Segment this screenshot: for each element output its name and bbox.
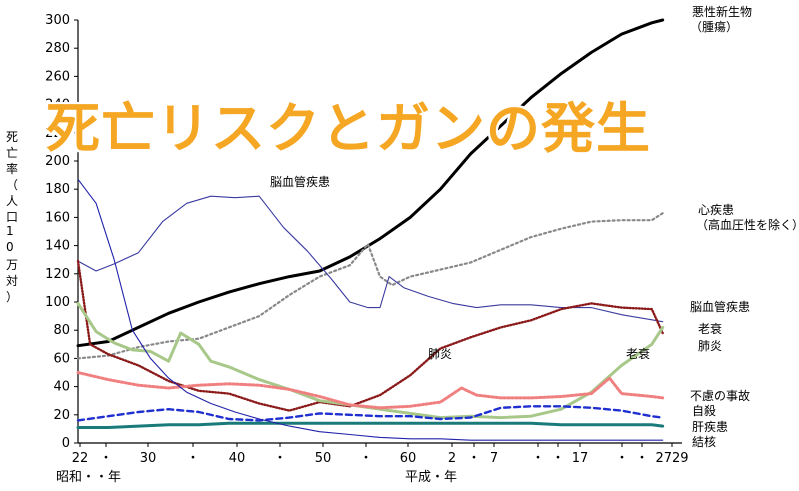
y-tick-label: 280 xyxy=(45,41,70,56)
x-tick-label: ・ xyxy=(551,451,564,466)
era-label-heisei: 平成・年 xyxy=(405,470,458,485)
series-label: 肝疾患 xyxy=(692,419,728,434)
series-label: 脳血管疾患 xyxy=(690,299,750,314)
series-label: （腫瘍） xyxy=(690,19,738,34)
y-axis-label-char: 人 xyxy=(6,194,19,208)
x-tick-label: 2 xyxy=(448,451,456,466)
x-tick-label: 50 xyxy=(315,451,332,466)
banner-title: 死亡リスクとガンの発生 xyxy=(46,97,651,160)
y-tick-label: 180 xyxy=(45,182,70,197)
x-tick-label: ・ xyxy=(99,451,112,466)
series-line-4 xyxy=(76,301,665,420)
era-label-showa: 昭和・・年 xyxy=(56,470,122,485)
y-axis-label-char: ） xyxy=(6,290,19,304)
x-tick-label: 60 xyxy=(400,451,417,466)
y-tick-label: 120 xyxy=(45,267,70,282)
y-axis-label-char: 死 xyxy=(6,130,19,144)
y-tick-label: 40 xyxy=(53,380,70,395)
series-label: 結核 xyxy=(692,435,716,449)
y-tick-label: 200 xyxy=(45,154,70,169)
annotation-label: 肺炎 xyxy=(428,347,452,361)
series-line-1 xyxy=(76,212,664,360)
y-tick-label: 160 xyxy=(45,210,70,225)
annotation-label: 脳血管疾患 xyxy=(270,174,330,189)
y-tick-label: 140 xyxy=(45,239,70,254)
series-label: 老衰 xyxy=(698,321,722,336)
y-tick-label: 300 xyxy=(45,13,70,28)
series-label: 不慮の事故 xyxy=(690,388,750,403)
y-tick-label: 60 xyxy=(53,351,70,366)
y-axis-label-char: 口 xyxy=(6,210,19,224)
y-tick-label: 240 xyxy=(45,98,70,113)
x-tick-label: 22 xyxy=(72,451,89,466)
series-line-7 xyxy=(76,421,665,429)
x-tick-label: ・ xyxy=(359,451,372,466)
series-line-0 xyxy=(76,18,665,348)
x-tick-label: ・ xyxy=(615,451,628,466)
y-axis-label-char: 1 xyxy=(6,224,14,238)
x-tick-label: ・ xyxy=(467,451,480,466)
x-tick-label: 2729 xyxy=(655,451,688,466)
series-label: （高血圧性を除く） xyxy=(696,217,799,232)
x-tick-label: ・ xyxy=(635,451,648,466)
y-axis-label-char: 亡 xyxy=(6,146,19,160)
y-tick-label: 220 xyxy=(45,126,70,141)
y-axis-label-char: 率 xyxy=(6,162,19,176)
y-axis-label-char: 対 xyxy=(6,274,19,288)
x-tick-label: ・ xyxy=(531,451,544,466)
series-line-2 xyxy=(77,195,664,323)
y-tick-label: 20 xyxy=(53,408,70,423)
series-line-3 xyxy=(76,259,664,412)
x-tick-label: 40 xyxy=(229,451,246,466)
y-tick-label: 80 xyxy=(53,323,70,338)
series-label: 悪性新生物 xyxy=(692,4,752,19)
series-line-6 xyxy=(76,405,664,422)
x-tick-label: 7 xyxy=(490,451,498,466)
y-tick-label: 0 xyxy=(62,436,70,451)
series-label: 肺炎 xyxy=(698,339,722,353)
series-label: 自殺 xyxy=(692,404,716,418)
series-line-8 xyxy=(77,178,664,441)
series-label: 心疾患 xyxy=(698,202,734,217)
y-axis-label-char: 万 xyxy=(6,258,19,272)
series-line-5 xyxy=(76,371,665,410)
y-tick-label: 100 xyxy=(45,295,70,310)
y-tick-label: 260 xyxy=(45,69,70,84)
x-tick-label: 17 xyxy=(572,451,589,466)
x-tick-label: 30 xyxy=(140,451,157,466)
annotation-label: 老衰 xyxy=(626,346,650,361)
y-axis-label-char: （ xyxy=(6,178,19,192)
y-axis-label-char: 0 xyxy=(6,240,14,254)
x-tick-label: ・ xyxy=(186,451,199,466)
x-tick-label: ・ xyxy=(273,451,286,466)
